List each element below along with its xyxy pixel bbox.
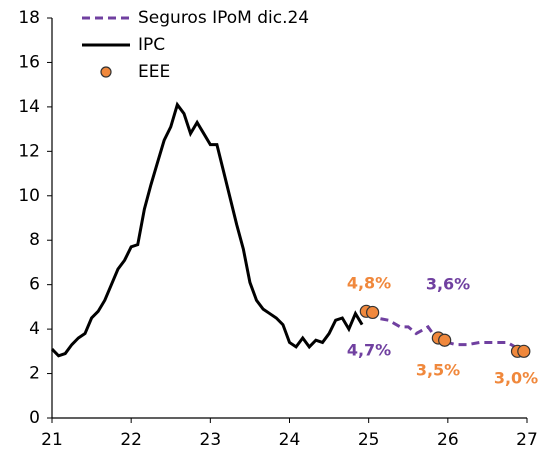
annotation: 3,6% <box>426 275 470 294</box>
x-tick-label: 24 <box>279 430 301 450</box>
annotation: 4,7% <box>347 341 391 360</box>
series-line <box>50 101 364 358</box>
legend-label: EEE <box>138 62 170 82</box>
legend-label: IPC <box>138 35 165 55</box>
x-tick-label: 23 <box>200 430 222 450</box>
y-tick-label: 10 <box>18 186 40 206</box>
x-tick-label: 26 <box>437 430 459 450</box>
marker <box>366 305 380 320</box>
y-tick-label: 16 <box>18 52 40 72</box>
y-tick-label: 4 <box>29 319 40 339</box>
marker <box>438 333 452 347</box>
y-tick-label: 14 <box>18 97 40 117</box>
marker <box>517 344 531 358</box>
legend-marker <box>100 66 112 78</box>
x-tick-label: 27 <box>516 430 538 450</box>
y-tick-label: 0 <box>29 408 40 428</box>
y-tick-label: 8 <box>29 230 40 250</box>
x-tick-label: 25 <box>358 430 380 450</box>
x-tick-label: 21 <box>41 430 63 450</box>
y-tick-label: 18 <box>18 8 40 28</box>
legend-label: Seguros IPoM dic.24 <box>138 8 309 28</box>
annotation: 4,8% <box>347 274 391 293</box>
annotation: 3,5% <box>416 361 460 380</box>
y-tick-label: 12 <box>18 141 40 161</box>
annotation: 3,0% <box>494 369 538 388</box>
y-tick-label: 2 <box>29 364 40 384</box>
y-tick-label: 6 <box>29 275 40 295</box>
x-tick-label: 22 <box>120 430 142 450</box>
